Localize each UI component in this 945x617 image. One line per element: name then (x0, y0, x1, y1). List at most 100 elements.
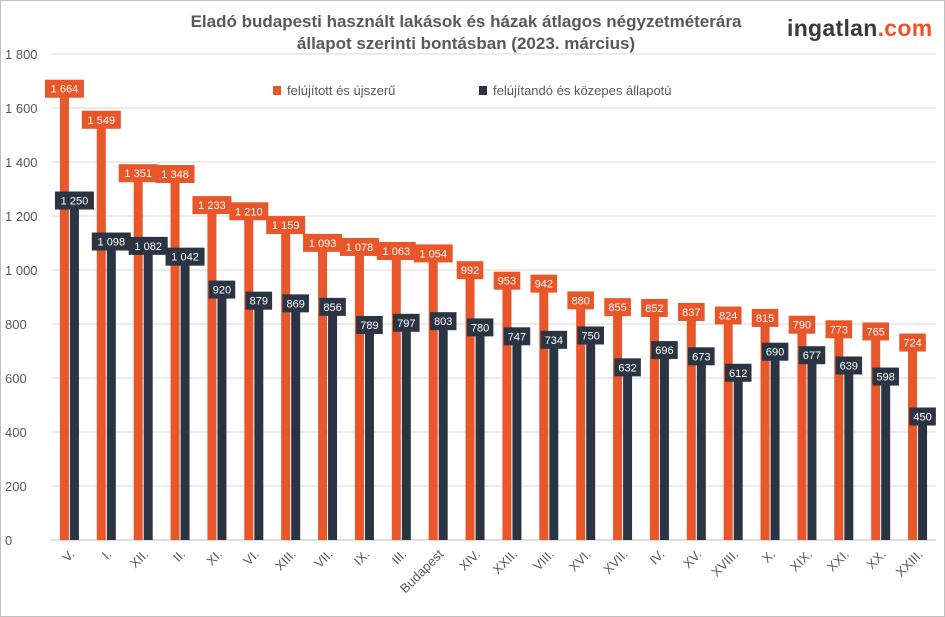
y-tick-label: 1 000 (5, 263, 38, 278)
bar-to-renovate (696, 358, 706, 540)
y-axis: 0 200 400 600 800 1 000 1 200 1 400 1 600 1 800 (5, 47, 38, 548)
data-label-renovated-text: 1 054 (419, 248, 447, 260)
data-label-renovated: 1 078 (339, 237, 379, 256)
x-tick-label: XIX. (787, 547, 815, 575)
data-label-renovated: 992 (456, 261, 484, 280)
data-label-to-renovate-box (503, 327, 531, 346)
data-label-renovated-box (825, 320, 853, 339)
x-tick-label: IX. (351, 547, 373, 569)
y-tick-label: 1 200 (5, 209, 38, 224)
data-label-to-renovate-box (245, 291, 273, 310)
y-tick-label: 1 600 (5, 101, 38, 116)
x-tick-label: XVII. (600, 547, 631, 578)
logo-main-text: ingatlan (787, 15, 878, 41)
data-label-to-renovate-text: 780 (471, 322, 489, 334)
x-tick-label: III. (389, 547, 410, 568)
x-tick-label: VII. (311, 547, 335, 571)
data-label-to-renovate-box (798, 346, 826, 365)
data-label-renovated-text: 1 063 (383, 246, 411, 258)
data-label-renovated-text: 942 (535, 279, 553, 291)
data-label-renovated: 773 (825, 320, 853, 339)
data-label-to-renovate: 1 042 (165, 247, 205, 266)
data-label-to-renovate-text: 450 (913, 412, 931, 424)
data-label-renovated-text: 790 (793, 320, 811, 332)
data-label-renovated-text: 837 (682, 307, 700, 319)
chart-title-line-2: állapot szerinti bontásban (2023. márciu… (296, 34, 636, 53)
x-tick-label: XXIII. (893, 547, 926, 580)
legend-swatch (479, 86, 487, 95)
bar-to-renovate (475, 329, 485, 540)
x-tick-label: XXI. (824, 547, 852, 575)
data-label-to-renovate: 747 (503, 327, 531, 346)
data-label-renovated-text: 1 093 (309, 238, 337, 250)
bar-to-renovate (659, 352, 669, 540)
bar-to-renovate (733, 374, 743, 540)
data-label-renovated-box (155, 165, 195, 184)
data-label-to-renovate-box (872, 367, 899, 386)
data-label-renovated-box (118, 164, 158, 183)
data-label-renovated-box (530, 274, 558, 293)
data-label-renovated: 1 549 (81, 110, 121, 129)
bar-renovated (244, 213, 254, 541)
data-label-renovated-box (899, 333, 926, 352)
bar-renovated (576, 302, 586, 540)
bar-to-renovate (364, 326, 374, 540)
data-label-to-renovate: 780 (466, 318, 494, 337)
data-label-renovated-box (641, 298, 668, 317)
bar-renovated (760, 319, 770, 540)
bar-renovated (465, 272, 475, 540)
x-tick-label: XIV. (456, 547, 483, 574)
bar-to-renovate (844, 367, 854, 540)
data-label-to-renovate: 690 (761, 342, 789, 361)
data-label-to-renovate: 869 (282, 294, 309, 313)
brand-logo: ingatlan.com (787, 15, 932, 42)
legend-label: felújítandó és közepes állapotú (493, 83, 672, 98)
bars (59, 90, 928, 541)
data-label-to-renovate-text: 673 (692, 351, 710, 363)
data-label-renovated: 880 (567, 291, 594, 310)
data-label-to-renovate-box (91, 232, 131, 251)
bar-to-renovate (401, 324, 411, 540)
data-label-renovated: 1 093 (303, 233, 343, 252)
bar-renovated (834, 331, 844, 540)
data-label-to-renovate-box (466, 318, 494, 337)
data-label-renovated: 852 (641, 298, 668, 317)
y-tick-label: 1 400 (5, 155, 38, 170)
bar-to-renovate (807, 357, 817, 540)
data-label-to-renovate-text: 612 (729, 368, 747, 380)
x-tick-label: II. (170, 547, 188, 565)
bar-renovated (170, 176, 180, 541)
data-label-to-renovate-box (909, 407, 936, 426)
data-label-to-renovate: 696 (651, 341, 678, 360)
bar-renovated (281, 227, 291, 540)
data-label-to-renovate-text: 696 (655, 345, 673, 357)
data-label-to-renovate-box (393, 313, 420, 332)
x-tick-label: XVIII. (708, 547, 741, 580)
data-label-renovated: 942 (530, 274, 558, 293)
data-label-to-renovate: 632 (614, 358, 641, 377)
data-label-renovated-box (413, 244, 453, 263)
data-label-renovated-text: 852 (645, 303, 663, 315)
data-label-to-renovate-box (540, 330, 568, 349)
bar-to-renovate (549, 341, 559, 540)
y-tick-label: 600 (5, 371, 27, 386)
bar-renovated (723, 317, 733, 540)
data-label-renovated-box (862, 322, 889, 341)
x-tick-label: XI. (203, 547, 225, 569)
data-label-to-renovate-box (319, 297, 346, 316)
bar-to-renovate (512, 338, 522, 540)
data-label-renovated-text: 1 159 (272, 220, 300, 232)
bar-renovated (797, 326, 807, 540)
bar-renovated (428, 255, 438, 541)
data-label-renovated-box (81, 110, 121, 129)
data-label-renovated: 1 159 (266, 216, 306, 235)
data-label-to-renovate-text: 1 098 (98, 237, 126, 249)
y-tick-label: 400 (5, 425, 27, 440)
data-label-to-renovate-text: 856 (323, 302, 341, 314)
data-label-to-renovate-text: 734 (545, 335, 563, 347)
bar-renovated (613, 309, 623, 540)
data-label-renovated-box (192, 196, 232, 215)
data-label-to-renovate-box (724, 363, 752, 382)
bar-to-renovate (106, 243, 116, 541)
bar-renovated (207, 207, 217, 540)
